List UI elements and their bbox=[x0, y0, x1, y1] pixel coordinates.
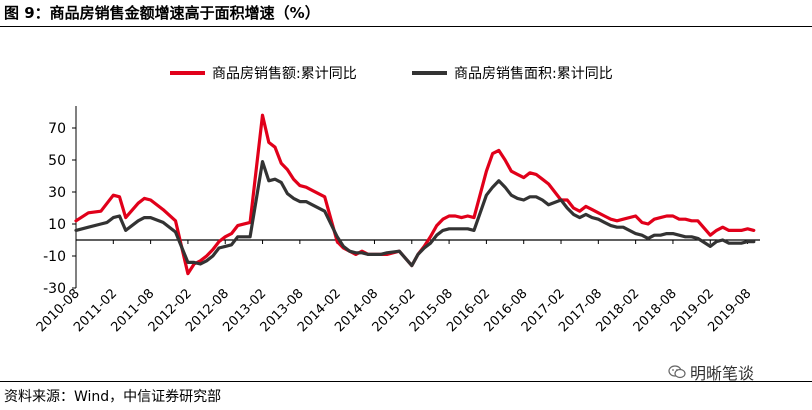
bottom-rule bbox=[0, 381, 812, 382]
legend-label-area: 商品房销售面积:累计同比 bbox=[454, 66, 613, 82]
line-chart: 商品房销售额:累计同比 商品房销售面积:累计同比 -30-1010305070 … bbox=[34, 66, 760, 335]
watermark: 明晰笔谈 bbox=[668, 360, 754, 384]
title-rule bbox=[0, 26, 812, 27]
y-tick-label: 50 bbox=[48, 153, 66, 169]
wechat-icon bbox=[668, 365, 686, 379]
legend-label-amount: 商品房销售额:累计同比 bbox=[212, 66, 357, 82]
figure-title: 图 9：商品房销售金额增速高于面积增速（%） bbox=[4, 4, 320, 22]
y-tick-label: -30 bbox=[43, 281, 66, 297]
y-tick-label: 10 bbox=[48, 217, 66, 233]
series-line-amount bbox=[74, 113, 756, 276]
y-axis: -30 -10 10 30 50 70 bbox=[43, 106, 77, 297]
y-tick-label: 30 bbox=[48, 185, 66, 201]
y-tick-label: -10 bbox=[43, 249, 66, 265]
watermark-text: 明晰笔谈 bbox=[690, 364, 755, 383]
x-axis: 2010-082011-022011-082012-022012-082013-… bbox=[34, 239, 760, 335]
y-tick-label: 70 bbox=[48, 121, 66, 137]
chart-legend: 商品房销售额:累计同比 商品房销售面积:累计同比 bbox=[170, 66, 613, 82]
series-layer bbox=[74, 113, 756, 276]
source-note: 资料来源：Wind，中信证券研究部 bbox=[4, 389, 222, 405]
series-line-area bbox=[74, 160, 756, 268]
